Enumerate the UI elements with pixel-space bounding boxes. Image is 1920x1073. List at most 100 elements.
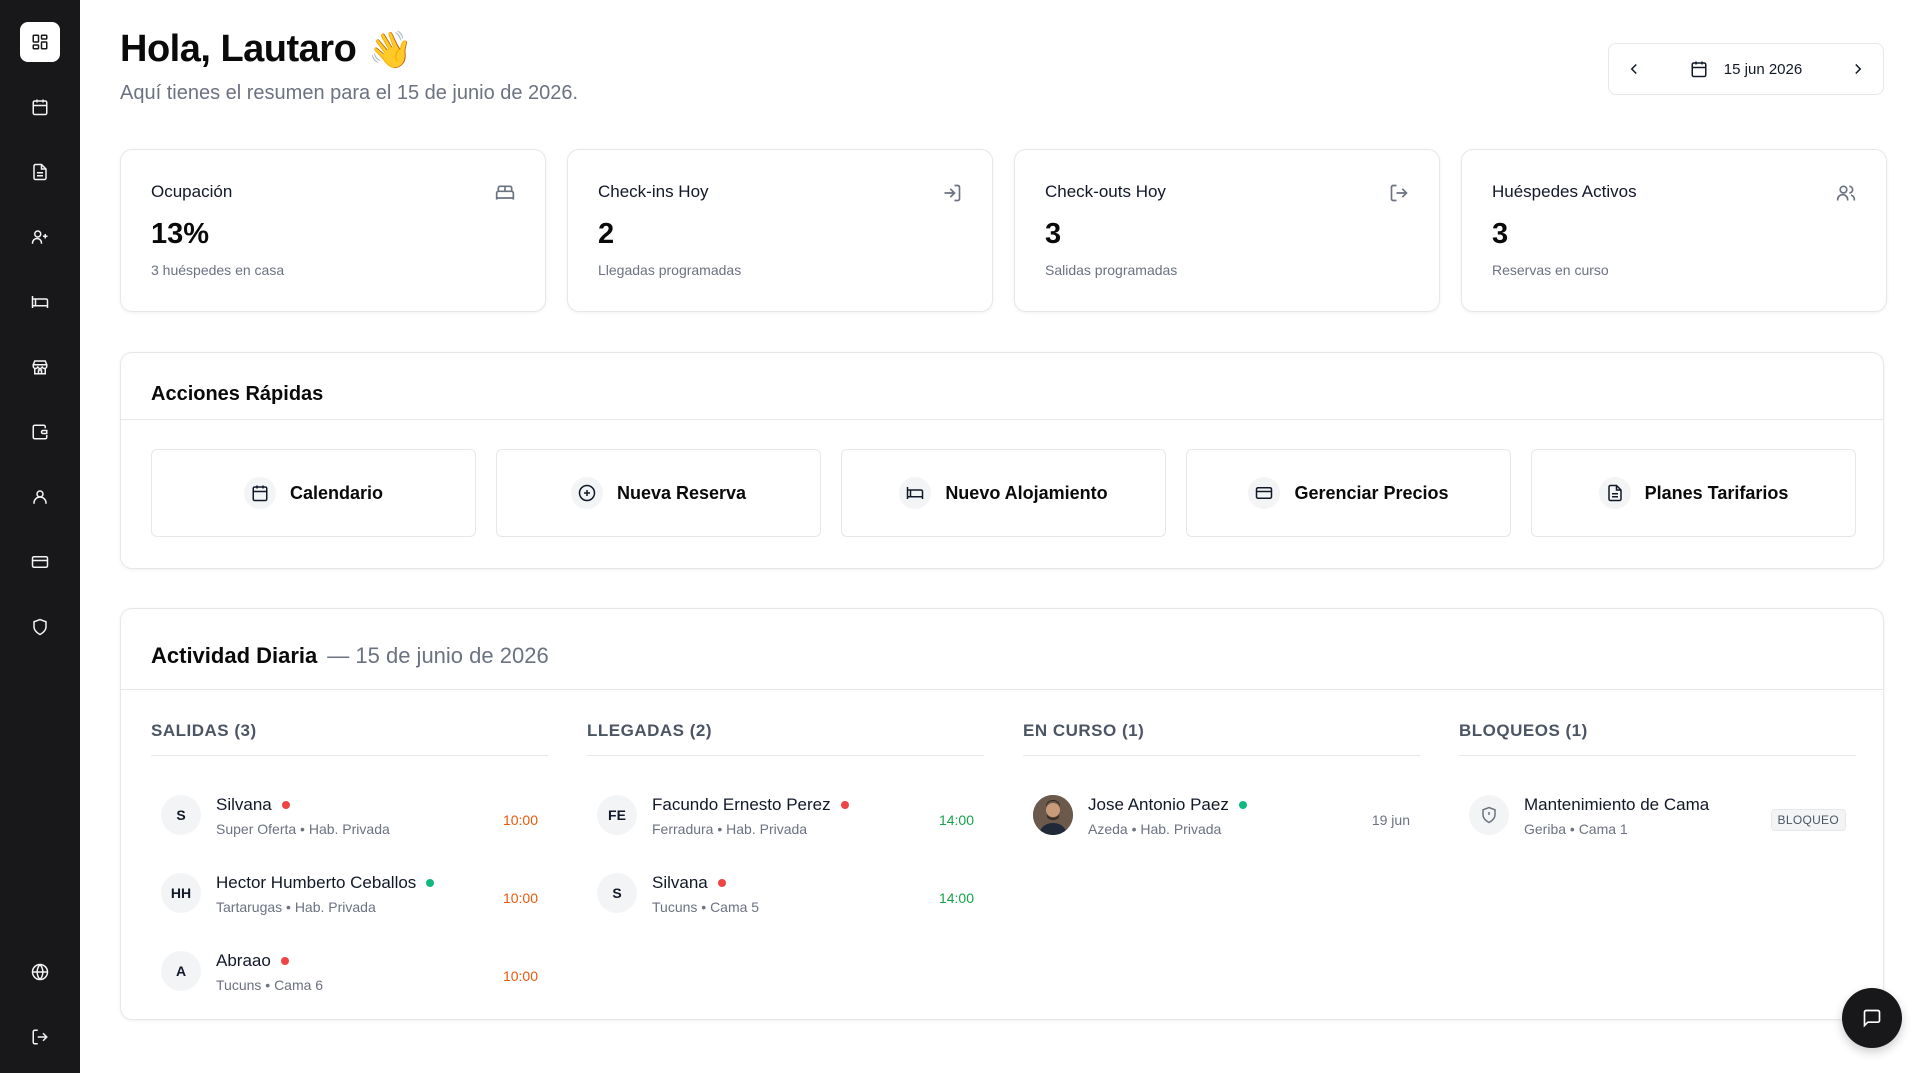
credit-card-icon xyxy=(31,556,49,568)
stat-value: 13% xyxy=(151,218,210,250)
new-reservation-button[interactable]: Nueva Reserva xyxy=(496,449,821,537)
quick-actions-title: Acciones Rápidas xyxy=(151,383,324,405)
status-dot xyxy=(281,801,290,809)
guest-name: Silvana xyxy=(216,795,272,814)
guest-name-row: Silvana xyxy=(216,795,290,815)
status-badge: BLOQUEO xyxy=(1770,809,1846,831)
nav-dashboard[interactable] xyxy=(20,22,60,62)
globe-icon xyxy=(31,963,49,981)
guest-name-row: Silvana xyxy=(652,873,726,893)
room-info: Geriba • Cama 1 xyxy=(1524,821,1628,837)
new-accommodation-button[interactable]: Nuevo Alojamiento xyxy=(841,449,1166,537)
room-info: Tucuns • Cama 5 xyxy=(652,899,760,915)
bed-icon xyxy=(31,296,49,308)
guest-name: Facundo Ernesto Perez xyxy=(652,795,831,814)
nav-security[interactable] xyxy=(20,607,60,647)
column-heading: BLOQUEOS (1) xyxy=(1459,721,1856,756)
room-info: Tartarugas • Hab. Privada xyxy=(216,899,376,915)
login-icon xyxy=(944,184,961,202)
avatar xyxy=(1033,795,1073,835)
rate-plans-button[interactable]: Planes Tarifarios xyxy=(1531,449,1856,537)
action-label: Nueva Reserva xyxy=(616,482,747,503)
arrival-item[interactable]: S Silvana Tucuns • Cama 5 14:00 xyxy=(587,861,984,923)
waving-hand-icon: 👋 xyxy=(368,29,413,71)
column-heading: SALIDAS (3) xyxy=(151,721,548,756)
column-heading: LLEGADAS (2) xyxy=(587,721,984,756)
avatar: FE xyxy=(597,795,637,835)
time: 10:00 xyxy=(502,968,538,984)
nav-store[interactable] xyxy=(20,347,60,387)
person-photo-icon xyxy=(1033,795,1073,835)
stat-card-checkins: Check-ins Hoy 2 Llegadas programadas xyxy=(567,149,993,312)
stat-value: 3 xyxy=(1492,218,1509,250)
action-icon-wrap xyxy=(899,477,932,509)
action-label: Planes Tarifarios xyxy=(1644,482,1789,503)
stat-card-checkouts: Check-outs Hoy 3 Salidas programadas xyxy=(1014,149,1440,312)
main-content: Hola, Lautaro 👋 Aquí tienes el resumen p… xyxy=(120,0,1887,1073)
blocks-column: BLOQUEOS (1) Mantenimiento de Cama Gerib… xyxy=(1459,721,1856,837)
in-progress-item[interactable]: Jose Antonio Paez Azeda • Hab. Privada 1… xyxy=(1023,783,1420,845)
stat-description: Reservas en curso xyxy=(1492,262,1609,278)
status-dot xyxy=(1238,801,1247,809)
stat-value: 3 xyxy=(1045,218,1062,250)
guest-name-row: Hector Humberto Ceballos xyxy=(216,873,435,893)
document-icon xyxy=(33,163,47,181)
nav-accommodations[interactable] xyxy=(20,282,60,322)
nav-language[interactable] xyxy=(20,952,60,992)
chat-button[interactable] xyxy=(1842,988,1902,1048)
previous-day-button[interactable] xyxy=(1609,44,1659,94)
selected-date: 15 jun 2026 xyxy=(1723,60,1803,78)
guest-name: Jose Antonio Paez xyxy=(1088,795,1229,814)
block-name: Mantenimiento de Cama xyxy=(1524,795,1710,814)
nav-users[interactable] xyxy=(20,477,60,517)
quick-actions-panel: Acciones Rápidas Calendario Nueva Reserv… xyxy=(120,352,1884,569)
status-dot xyxy=(280,957,289,965)
message-square-icon xyxy=(1863,1009,1881,1028)
date-picker-trigger[interactable]: 15 jun 2026 xyxy=(1659,60,1833,78)
shield-icon xyxy=(1482,806,1496,824)
user-icon xyxy=(33,490,47,504)
room-info: Super Oferta • Hab. Privada xyxy=(216,821,390,837)
nav-add-guest[interactable] xyxy=(20,217,60,257)
nav-payments[interactable] xyxy=(20,542,60,582)
action-label: Gerenciar Precios xyxy=(1294,482,1449,503)
dashboard-icon xyxy=(32,34,48,50)
nav-wallet[interactable] xyxy=(20,412,60,452)
calendar-icon xyxy=(1691,61,1707,78)
status-dot xyxy=(717,879,726,887)
arrival-item[interactable]: FE Facundo Ernesto Perez Ferradura • Hab… xyxy=(587,783,984,845)
bed-icon xyxy=(495,185,515,200)
document-icon xyxy=(1607,484,1622,502)
departure-item[interactable]: A Abraao Tucuns • Cama 6 10:00 xyxy=(151,939,548,1001)
calendar-button[interactable]: Calendario xyxy=(151,449,476,537)
guest-name: Silvana xyxy=(652,873,708,892)
status-dot xyxy=(840,801,849,809)
stat-label: Check-ins Hoy xyxy=(598,182,709,201)
avatar: S xyxy=(597,873,637,913)
next-day-button[interactable] xyxy=(1833,44,1883,94)
guest-name-row: Facundo Ernesto Perez xyxy=(652,795,849,815)
stat-description: Llegadas programadas xyxy=(598,262,742,278)
nav-documents[interactable] xyxy=(20,152,60,192)
divider xyxy=(121,419,1883,420)
departure-item[interactable]: HH Hector Humberto Ceballos Tartarugas •… xyxy=(151,861,548,923)
block-item[interactable]: Mantenimiento de Cama Geriba • Cama 1 BL… xyxy=(1459,783,1856,845)
nav-calendar[interactable] xyxy=(20,87,60,127)
daily-activity-panel: Actividad Diaria — 15 de junio de 2026 S… xyxy=(120,608,1884,1020)
time: 14:00 xyxy=(938,812,974,828)
stat-label: Huéspedes Activos xyxy=(1492,182,1637,201)
chevron-left-icon xyxy=(1630,63,1637,75)
nav-logout[interactable] xyxy=(20,1017,60,1057)
time: 14:00 xyxy=(938,890,974,906)
plus-circle-icon xyxy=(578,484,596,502)
page-title: Hola, Lautaro 👋 xyxy=(120,28,413,71)
stat-value: 2 xyxy=(598,218,615,250)
credit-card-icon xyxy=(1256,487,1273,499)
action-icon-wrap xyxy=(570,477,603,509)
manage-prices-button[interactable]: Gerenciar Precios xyxy=(1186,449,1511,537)
avatar xyxy=(1469,795,1509,835)
bed-icon xyxy=(907,487,924,499)
page-subtitle: Aquí tienes el resumen para el 15 de jun… xyxy=(120,82,579,104)
departure-item[interactable]: S Silvana Super Oferta • Hab. Privada 10… xyxy=(151,783,548,845)
